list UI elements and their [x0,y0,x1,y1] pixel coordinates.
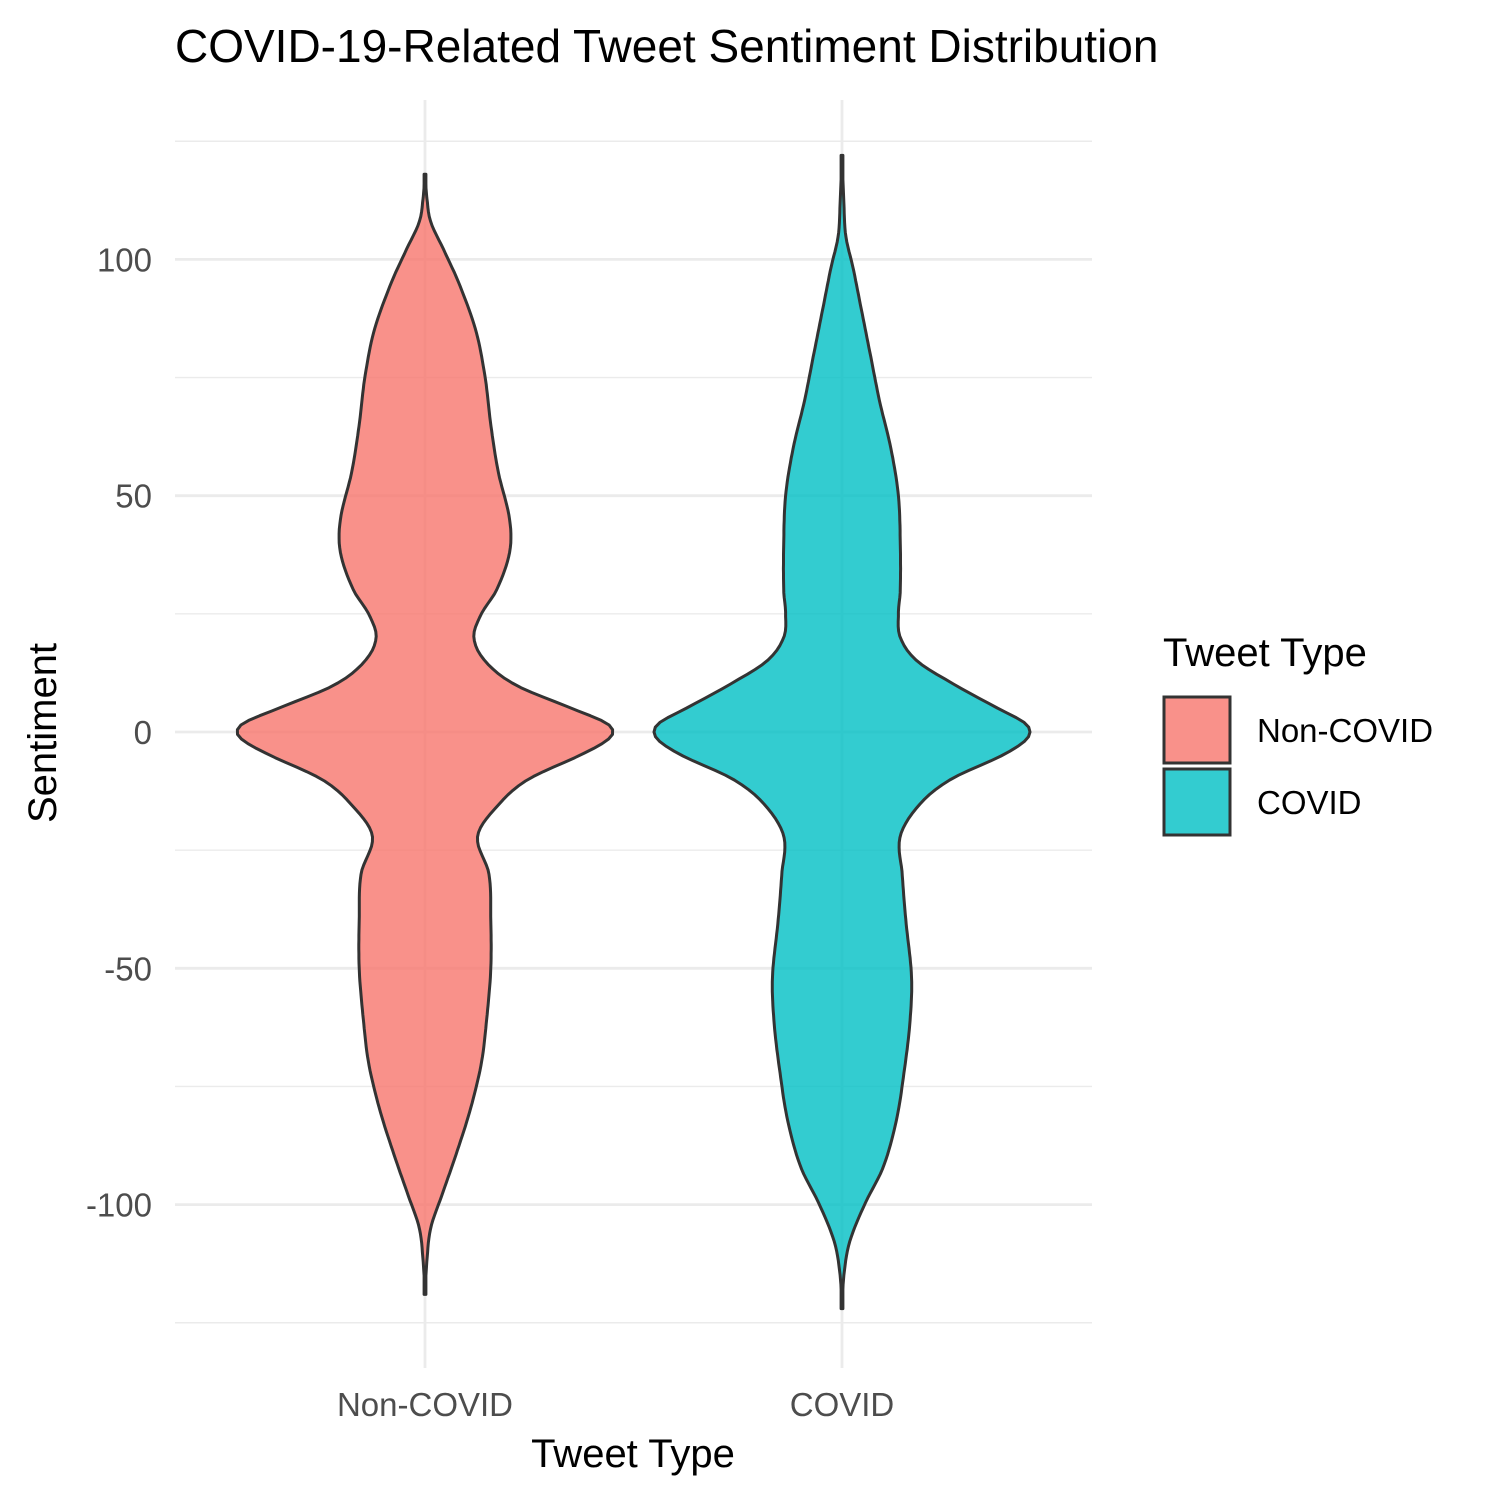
violin-non-covid [235,172,615,1296]
y-tick-label: -50 [104,950,152,987]
violins [235,153,1032,1311]
legend: Tweet Type Non-COVID COVID [1162,631,1433,837]
x-tick-label: Non-COVID [337,1386,513,1423]
y-axis-title: Sentiment [21,643,65,823]
x-axis-title: Tweet Type [531,1432,735,1476]
legend-swatch [1162,767,1232,837]
x-axis-ticks: Non-COVID COVID [337,1386,894,1423]
y-tick-label: 50 [115,478,152,515]
violin-covid [652,153,1032,1311]
legend-title: Tweet Type [1163,631,1367,675]
legend-label: Non-COVID [1257,712,1433,749]
legend-label: COVID [1257,784,1362,821]
legend-swatch [1162,695,1232,765]
y-axis-ticks: -100 -50 0 50 100 [86,241,152,1223]
y-tick-label: 0 [134,714,152,751]
x-tick-label: COVID [790,1386,895,1423]
y-tick-label: 100 [97,241,152,278]
y-tick-label: -100 [86,1187,152,1224]
chart-title: COVID-19-Related Tweet Sentiment Distrib… [175,20,1158,72]
